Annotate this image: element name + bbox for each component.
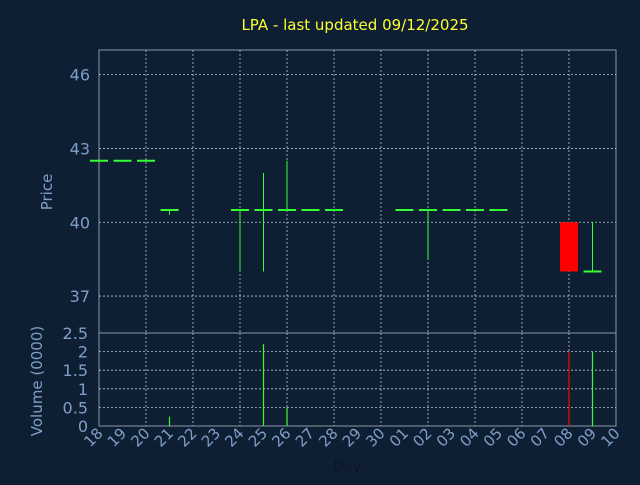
x-tick-label: 08 xyxy=(550,424,576,450)
x-tick-label: 06 xyxy=(503,424,529,450)
volume-tick-label: 0.5 xyxy=(63,398,88,417)
x-tick-label: 10 xyxy=(597,424,623,450)
x-tick-label: 24 xyxy=(221,424,247,450)
price-axis-label: Price xyxy=(38,174,56,211)
x-tick-label: 02 xyxy=(409,424,435,450)
x-tick-label: 09 xyxy=(574,424,600,450)
candle-body xyxy=(560,222,578,272)
chart-title: LPA - last updated 09/12/2025 xyxy=(241,16,468,34)
volume-tick-label: 1 xyxy=(78,380,88,399)
price-tick-label: 37 xyxy=(70,287,90,306)
x-tick-label: 25 xyxy=(245,424,271,450)
x-tick-label: 19 xyxy=(104,424,130,450)
x-tick-label: 05 xyxy=(480,424,506,450)
volume-tick-label: 2.5 xyxy=(63,324,88,343)
x-tick-label: 07 xyxy=(527,424,553,450)
x-tick-label: 26 xyxy=(268,424,294,450)
x-tick-label: 28 xyxy=(315,424,341,450)
x-tick-label: 29 xyxy=(339,424,365,450)
volume-plot-frame xyxy=(98,332,617,427)
price-plot-frame xyxy=(98,49,617,334)
price-tick-label: 40 xyxy=(70,213,90,232)
x-tick-label: 21 xyxy=(151,424,177,450)
x-tick-label: 27 xyxy=(292,424,318,450)
volume-tick-label: 1.5 xyxy=(63,361,88,380)
volume-panel: 00.511.522.5 xyxy=(63,324,617,436)
price-panel: 37 40 43 46 xyxy=(70,49,617,334)
x-tick-labels: 1819202122232425262728293001020304050607… xyxy=(80,424,623,450)
x-axis-label: Day xyxy=(333,459,361,475)
volume-tick-label: 0 xyxy=(78,417,88,436)
volume-tick-label: 2 xyxy=(78,343,88,362)
x-tick-label: 30 xyxy=(362,424,388,450)
x-tick-label: 04 xyxy=(456,424,482,450)
x-tick-label: 03 xyxy=(433,424,459,450)
price-tick-label: 43 xyxy=(70,139,90,158)
volume-axis-label: Volume (0000) xyxy=(28,326,46,436)
x-tick-label: 01 xyxy=(386,424,412,450)
price-tick-label: 46 xyxy=(70,66,90,85)
x-tick-label: 22 xyxy=(174,424,200,450)
x-tick-label: 20 xyxy=(127,424,153,450)
x-tick-label: 23 xyxy=(198,424,224,450)
